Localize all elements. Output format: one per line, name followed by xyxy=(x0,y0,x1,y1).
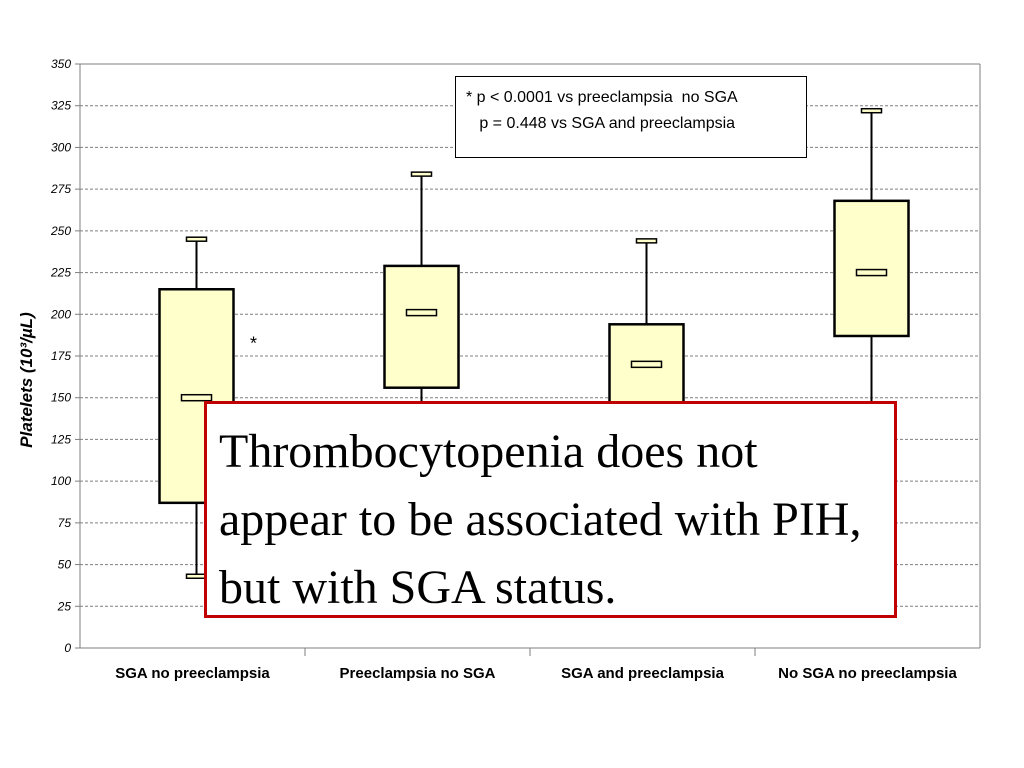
max-cap xyxy=(410,171,433,177)
callout-box: Thrombocytopenia does not appear to be a… xyxy=(204,401,897,618)
x-category-label: Preeclampsia no SGA xyxy=(340,665,496,682)
axes xyxy=(75,63,981,656)
y-tick-label: 125 xyxy=(51,432,71,446)
y-tick-label: 175 xyxy=(51,349,71,363)
y-axis-label: Platelets (10³/µL) xyxy=(17,312,36,448)
max-cap xyxy=(860,107,883,114)
legend-line-2: p = 0.448 vs SGA and preeclampsia xyxy=(466,115,736,132)
iqr-box xyxy=(833,199,910,338)
y-tick-label: 250 xyxy=(50,224,71,238)
y-tick-label: 150 xyxy=(51,391,71,405)
max-cap xyxy=(185,236,208,242)
median-marker xyxy=(405,308,438,317)
max-cap xyxy=(635,238,658,244)
y-tick-label: 275 xyxy=(50,182,71,196)
y-tick-label: 100 xyxy=(51,474,71,488)
x-category-label: No SGA no preeclampsia xyxy=(778,665,957,682)
y-tick-label: 225 xyxy=(50,266,71,280)
legend-box: * p < 0.0001 vs preeclampsia no SGA p = … xyxy=(455,76,807,158)
median-marker xyxy=(630,360,663,369)
y-tick-label: 0 xyxy=(64,641,71,655)
y-tick-label: 200 xyxy=(50,307,71,321)
y-tick-label: 75 xyxy=(58,516,72,530)
x-category-label: SGA and preeclampsia xyxy=(561,665,724,682)
median-marker xyxy=(180,393,213,402)
y-tick-label: 325 xyxy=(51,99,71,113)
significance-marker: * xyxy=(250,333,257,353)
y-tick-label: 350 xyxy=(51,57,71,71)
boxes: * xyxy=(158,107,910,580)
callout-text: Thrombocytopenia does not appear to be a… xyxy=(219,425,862,614)
y-tick-label: 50 xyxy=(58,558,72,572)
median-marker xyxy=(855,268,888,277)
y-tick-labels: 0 25 50 75 100 125 150 175 200 225 250 275 300 325 350 xyxy=(50,57,71,655)
iqr-box xyxy=(608,323,685,416)
legend-line-1: * p < 0.0001 vs preeclampsia no SGA xyxy=(466,89,738,106)
category-labels: SGA no preeclampsia Preeclampsia no SGA SG… xyxy=(115,665,957,682)
y-tick-label: 25 xyxy=(57,599,72,613)
y-tick-label: 300 xyxy=(51,140,71,154)
box-group xyxy=(833,107,910,451)
iqr-box xyxy=(383,264,460,389)
x-category-label: SGA no preeclampsia xyxy=(115,665,270,682)
